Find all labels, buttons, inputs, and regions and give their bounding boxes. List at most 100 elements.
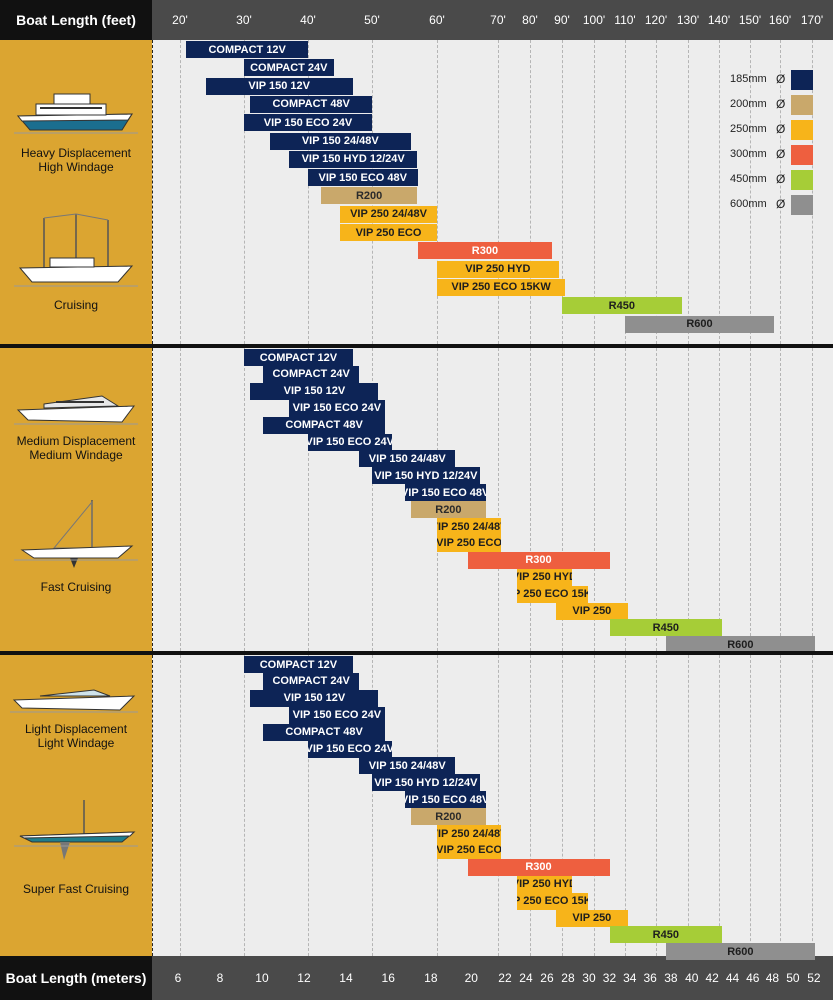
range-bar: VIP 150 ECO 48V <box>308 169 418 187</box>
gridline <box>562 40 563 344</box>
meter-tick-label: 40 <box>685 971 699 985</box>
diameter-symbol: Ø <box>776 147 786 161</box>
gridline <box>750 40 751 344</box>
feet-tick-label: 90' <box>554 13 570 27</box>
gridline <box>780 655 781 956</box>
feet-tick-label: 150' <box>738 13 762 27</box>
sport-yacht-icon <box>14 395 138 425</box>
meter-tick-label: 6 <box>174 971 182 985</box>
range-bar: R450 <box>562 297 682 315</box>
feet-tick-label: 40' <box>300 13 316 27</box>
gridline <box>530 655 531 956</box>
range-bar: R200 <box>320 187 418 205</box>
range-bar: VIP 150 ECO 24V <box>308 433 392 451</box>
gridline <box>244 348 245 651</box>
feet-tick-label: 130' <box>676 13 700 27</box>
range-bar: VIP 250 24/48V <box>437 518 502 535</box>
gridline <box>308 40 309 344</box>
gridline <box>180 655 181 956</box>
legend-label: 250mm <box>730 123 767 135</box>
feet-tick-label: 70' <box>490 13 506 27</box>
gridline <box>656 348 657 651</box>
range-bar: COMPACT 12V <box>244 656 353 673</box>
feet-tick-label: 110' <box>614 13 636 27</box>
sailboat-icon <box>14 213 138 287</box>
range-bar: COMPACT 12V <box>244 349 353 366</box>
category-label: Light Displacement Light Windage <box>24 722 128 750</box>
legend-label: 600mm <box>730 198 767 210</box>
gridline <box>180 348 181 651</box>
legend-label: 185mm <box>730 73 767 85</box>
legend-swatch <box>791 95 813 115</box>
racing-yacht-icon <box>14 800 138 860</box>
meter-tick-label: 36 <box>643 971 657 985</box>
legend-item: 600mm Ø <box>730 195 820 215</box>
feet-tick-label: 100' <box>582 13 606 27</box>
gridline <box>780 40 781 344</box>
range-bar: COMPACT 24V <box>263 672 360 690</box>
range-bar: R600 <box>665 636 816 654</box>
gridline <box>594 40 595 344</box>
range-bar: VIP 150 ECO 24V <box>288 706 385 724</box>
gridline <box>812 655 813 956</box>
range-bar: R200 <box>411 808 486 826</box>
gridline <box>719 40 720 344</box>
meter-tick-label: 10 <box>255 971 269 985</box>
gridline <box>372 655 373 956</box>
range-bar: VIP 250 ECO <box>340 224 437 241</box>
gridline <box>562 655 563 956</box>
category-label: Cruising <box>53 298 98 312</box>
range-bar: VIP 150 ECO 48V <box>404 791 486 809</box>
gridline <box>719 655 720 956</box>
feet-tick-label: 140' <box>707 13 731 27</box>
gridline <box>719 348 720 651</box>
range-bar: R300 <box>467 551 610 569</box>
range-bar: COMPACT 24V <box>263 365 360 383</box>
gridline <box>437 40 438 344</box>
meter-tick-label: 22 <box>498 971 512 985</box>
range-bar: VIP 250 ECO 15KW <box>517 585 588 603</box>
gridline <box>688 655 689 956</box>
feet-tick-label: 120' <box>644 13 668 27</box>
range-bar: VIP 150 ECO 24V <box>244 114 372 132</box>
range-bar: R450 <box>609 926 723 944</box>
meter-tick-label: 14 <box>339 971 353 985</box>
gridline <box>656 40 657 344</box>
meter-tick-label: 44 <box>725 971 740 985</box>
feet-tick-label: 30' <box>236 13 252 27</box>
range-bar: VIP 150 24/48V <box>359 757 456 775</box>
panel-edge <box>152 348 153 651</box>
gridline <box>530 40 531 344</box>
range-bar: VIP 250 ECO <box>437 841 502 859</box>
category-panel <box>0 348 152 651</box>
meter-tick-label: 16 <box>381 971 395 985</box>
legend-item: 450mm Ø <box>730 170 820 190</box>
meter-axis-title: Boat Length (meters) <box>0 956 152 1000</box>
feet-tick-label: 20' <box>172 13 188 27</box>
legend-label: 450mm <box>730 173 767 185</box>
meter-tick-label: 30 <box>582 971 596 985</box>
gridline <box>244 655 245 956</box>
range-bar: VIP 150 12V <box>250 689 379 707</box>
range-bar: VIP 250 HYD <box>517 568 572 586</box>
range-bar: VIP 150 12V <box>205 77 353 95</box>
range-bar: R300 <box>467 858 610 876</box>
meter-tick-label: 32 <box>602 971 617 985</box>
gridline <box>625 40 626 344</box>
meter-tick-label: 26 <box>540 971 554 985</box>
range-bar: R200 <box>411 501 486 519</box>
gridline <box>180 40 181 344</box>
gridline <box>498 655 499 956</box>
gridline <box>688 40 689 344</box>
meter-tick-label: 48 <box>765 971 780 985</box>
legend-item: 300mm Ø <box>730 145 820 165</box>
section-divider <box>0 651 833 655</box>
legend-item: 200mm Ø <box>730 95 820 115</box>
gridline <box>244 40 245 344</box>
range-bar: R300 <box>417 242 553 260</box>
range-bar: VIP 150 HYD 12/24V <box>288 150 418 168</box>
range-bar: VIP 150 12V <box>250 382 379 400</box>
category-label: Heavy Displacement High Windage <box>20 146 132 174</box>
legend-item: 185mm Ø <box>730 70 820 90</box>
range-bar: VIP 150 HYD 12/24V <box>372 774 480 792</box>
